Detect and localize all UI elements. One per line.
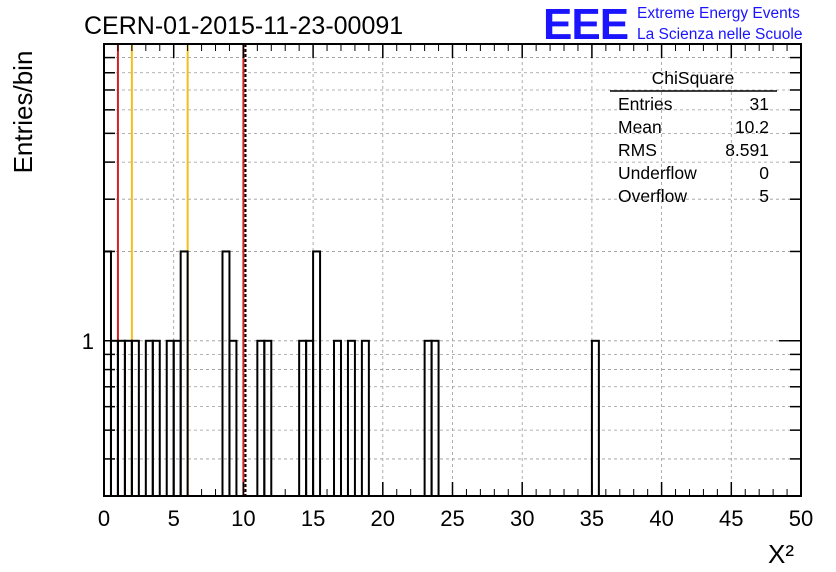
x-tick-label: 50 [789,506,813,531]
stats-label: RMS [618,140,657,160]
brand-line-2: La Scienza nelle Scuole [637,26,802,43]
eee-logo-text: EEE [543,0,628,49]
brand-line-1: Extreme Energy Events [637,5,800,22]
x-tick-label: 30 [510,506,534,531]
x-tick-label: 25 [440,506,464,531]
stats-box: ChiSquare Entries 31 Mean 10.2 RMS 8.591 Under… [610,68,777,206]
x-axis-label-text: X² [768,539,794,569]
stats-rows: Entries 31 Mean 10.2 RMS 8.591 Underflow 0 Overf… [618,94,769,206]
y-axis-label: Entries/bin [8,51,38,174]
x-tick-label: 15 [301,506,325,531]
eee-logo: EEE [543,0,629,49]
stats-value: 31 [750,94,769,114]
x-tick-label: 40 [649,506,673,531]
stats-label: Overflow [618,186,687,206]
stats-label: Underflow [618,163,697,183]
x-tick-label: 0 [98,506,110,531]
stats-value: 10.2 [735,117,769,137]
stats-title: ChiSquare [652,68,735,88]
stats-label: Mean [618,117,662,137]
y-tick-label: 1 [82,329,94,354]
grid [104,44,801,496]
x-tick-label: 20 [371,506,395,531]
stats-value: 5 [759,186,769,206]
stats-value: 0 [759,163,769,183]
x-tick-label: 10 [231,506,255,531]
stats-label: Entries [618,94,673,114]
stats-value: 8.591 [725,140,769,160]
axis-ticks: 0 5 10 15 20 25 30 35 40 45 501 [82,44,813,531]
x-tick-label: 5 [168,506,180,531]
chart-title: CERN-01-2015-11-23-00091 [84,12,403,40]
x-tick-label: 45 [719,506,743,531]
x-axis-label: X² [768,539,794,569]
x-tick-label: 35 [580,506,604,531]
